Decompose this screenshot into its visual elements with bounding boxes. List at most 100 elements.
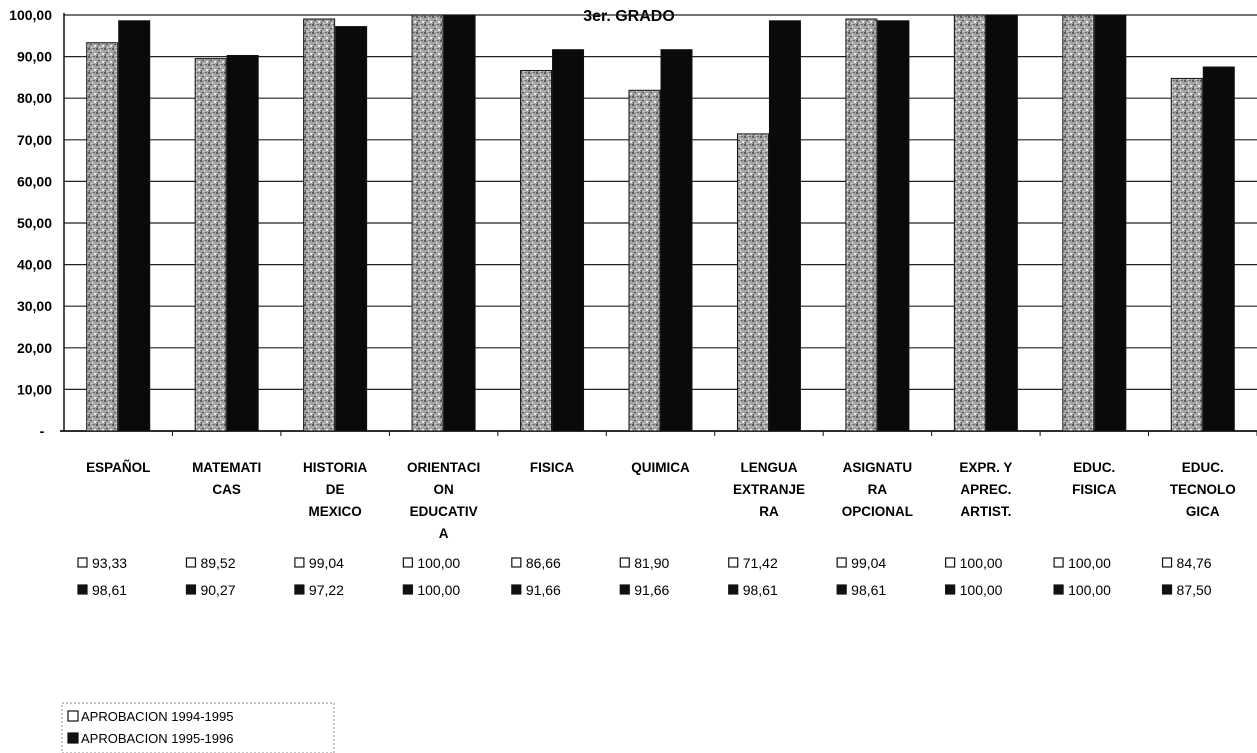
bar-1994-1995 [628, 89, 661, 432]
legend-entry: APROBACION 1994-1995 [81, 709, 233, 724]
table-key-1994-1995 [1161, 557, 1173, 568]
x-category-label: GICA [1186, 504, 1220, 519]
table-key-1995-1996 [294, 584, 305, 595]
table-key-1994-1995 [1053, 557, 1064, 568]
x-category-label: MEXICO [309, 504, 362, 519]
bar-1995-1996 [226, 54, 259, 432]
x-category-label: ESPAÑOL [86, 460, 150, 475]
bar-1994-1995 [303, 18, 336, 432]
table-key-1994-1995 [77, 557, 88, 568]
legend: APROBACION 1994-1995 APROBACION 1995-1996 [61, 702, 335, 753]
table-key-1994-1995 [185, 557, 197, 568]
data-value-label: 91,66 [526, 582, 561, 598]
y-tick-label: 20,00 [17, 340, 52, 356]
x-category-label: CAS [212, 482, 241, 497]
table-key-1994-1995 [728, 557, 739, 568]
y-tick-label: 60,00 [17, 173, 52, 189]
table-key-1994-1995 [294, 557, 305, 568]
bar-1994-1995 [520, 69, 553, 432]
data-value-label: 91,66 [634, 582, 669, 598]
data-value-label: 71,42 [743, 555, 778, 571]
y-tick-label: 90,00 [17, 49, 52, 65]
y-tick-label: 40,00 [17, 257, 52, 273]
table-key-1995-1996 [402, 584, 413, 595]
x-category-label: ON [433, 482, 453, 497]
legend-entry: APROBACION 1995-1996 [81, 731, 233, 746]
x-category-label: RA [759, 504, 779, 519]
table-key-1995-1996 [619, 584, 630, 595]
data-value-label: 86,66 [526, 555, 561, 571]
table-key-1994-1995 [836, 557, 847, 568]
x-category-label: DE [326, 482, 345, 497]
y-tick-label: 70,00 [17, 132, 52, 148]
y-axis-tick-labels: - 10,00 20,00 30,00 40,00 50,00 60,00 70,00 80,0… [9, 7, 52, 439]
data-value-label: 100,00 [417, 555, 460, 571]
y-tick-label: 30,00 [17, 298, 52, 314]
x-category-label: OPCIONAL [842, 504, 913, 519]
data-value-label: 98,61 [743, 582, 778, 598]
data-value-label: 98,61 [851, 582, 886, 598]
x-category-label: EXTRANJE [733, 482, 805, 497]
data-value-label: 84,76 [1177, 555, 1212, 571]
data-value-label: 99,04 [851, 555, 886, 571]
x-category-label: FISICA [530, 460, 575, 475]
bar-1995-1996 [985, 14, 1018, 432]
table-key-1995-1996 [511, 584, 522, 595]
data-value-label: 89,52 [200, 555, 235, 571]
data-table: 93,33 98,61 89,52 90,27 99,04 97,22 100,00 100,… [77, 555, 1212, 598]
x-category-label: ARTIST. [960, 504, 1011, 519]
table-key-1995-1996 [77, 584, 88, 595]
x-category-label: ORIENTACI [407, 460, 480, 475]
table-key-1994-1995 [511, 557, 522, 568]
data-value-label: 81,90 [634, 555, 669, 571]
data-value-label: 100,00 [1068, 582, 1111, 598]
x-category-label: ASIGNATU [843, 460, 913, 475]
x-category-label: EXPR. Y [959, 460, 1012, 475]
bar-1994-1995 [194, 58, 227, 432]
legend-box [61, 702, 335, 753]
data-value-label: 100,00 [1068, 555, 1111, 571]
table-key-1995-1996 [185, 584, 197, 595]
table-key-1995-1996 [728, 584, 739, 595]
bar-1994-1995 [1170, 77, 1203, 432]
x-category-label: EDUC. [1073, 460, 1115, 475]
bars [86, 14, 1235, 432]
chart-title: 3er. GRADO [583, 8, 675, 25]
bar-1994-1995 [736, 133, 769, 432]
x-category-label: FISICA [1072, 482, 1117, 497]
bar-1995-1996 [1094, 14, 1127, 432]
bar-1994-1995 [86, 42, 119, 432]
data-value-label: 87,50 [1177, 582, 1212, 598]
bar-1995-1996 [660, 49, 693, 432]
table-key-1995-1996 [945, 584, 956, 595]
table-key-1994-1995 [619, 557, 630, 568]
x-category-label: QUIMICA [631, 460, 690, 475]
y-tick-label: 80,00 [17, 90, 52, 106]
x-category-label: TECNOLO [1170, 482, 1236, 497]
x-category-label: LENGUA [740, 460, 797, 475]
table-key-1994-1995 [402, 557, 413, 568]
table-key-1995-1996 [1161, 584, 1173, 595]
x-axis-category-labels: ESPAÑOL MATEMATI CAS HISTORIA DE MEXICO ORIENT… [86, 460, 1236, 541]
bar-1995-1996 [335, 26, 368, 432]
bar-1995-1996 [1202, 66, 1235, 432]
bar-1995-1996 [768, 20, 801, 432]
bar-1994-1995 [411, 14, 444, 432]
x-category-label: EDUCATIV [410, 504, 478, 519]
bar-1995-1996 [552, 49, 585, 432]
bar-1994-1995 [1062, 14, 1095, 432]
x-category-label: RA [868, 482, 888, 497]
bar-1994-1995 [953, 14, 986, 432]
y-tick-label: 100,00 [9, 7, 52, 23]
y-tick-label: - [40, 423, 45, 439]
x-category-label: HISTORIA [303, 460, 368, 475]
data-value-label: 100,00 [960, 582, 1003, 598]
data-value-label: 90,27 [200, 582, 235, 598]
table-key-1995-1996 [836, 584, 847, 595]
bar-1995-1996 [118, 20, 151, 432]
bar-1994-1995 [845, 18, 878, 432]
y-tick-label: 50,00 [17, 215, 52, 231]
data-value-label: 99,04 [309, 555, 344, 571]
y-tick-label: 10,00 [17, 381, 52, 397]
